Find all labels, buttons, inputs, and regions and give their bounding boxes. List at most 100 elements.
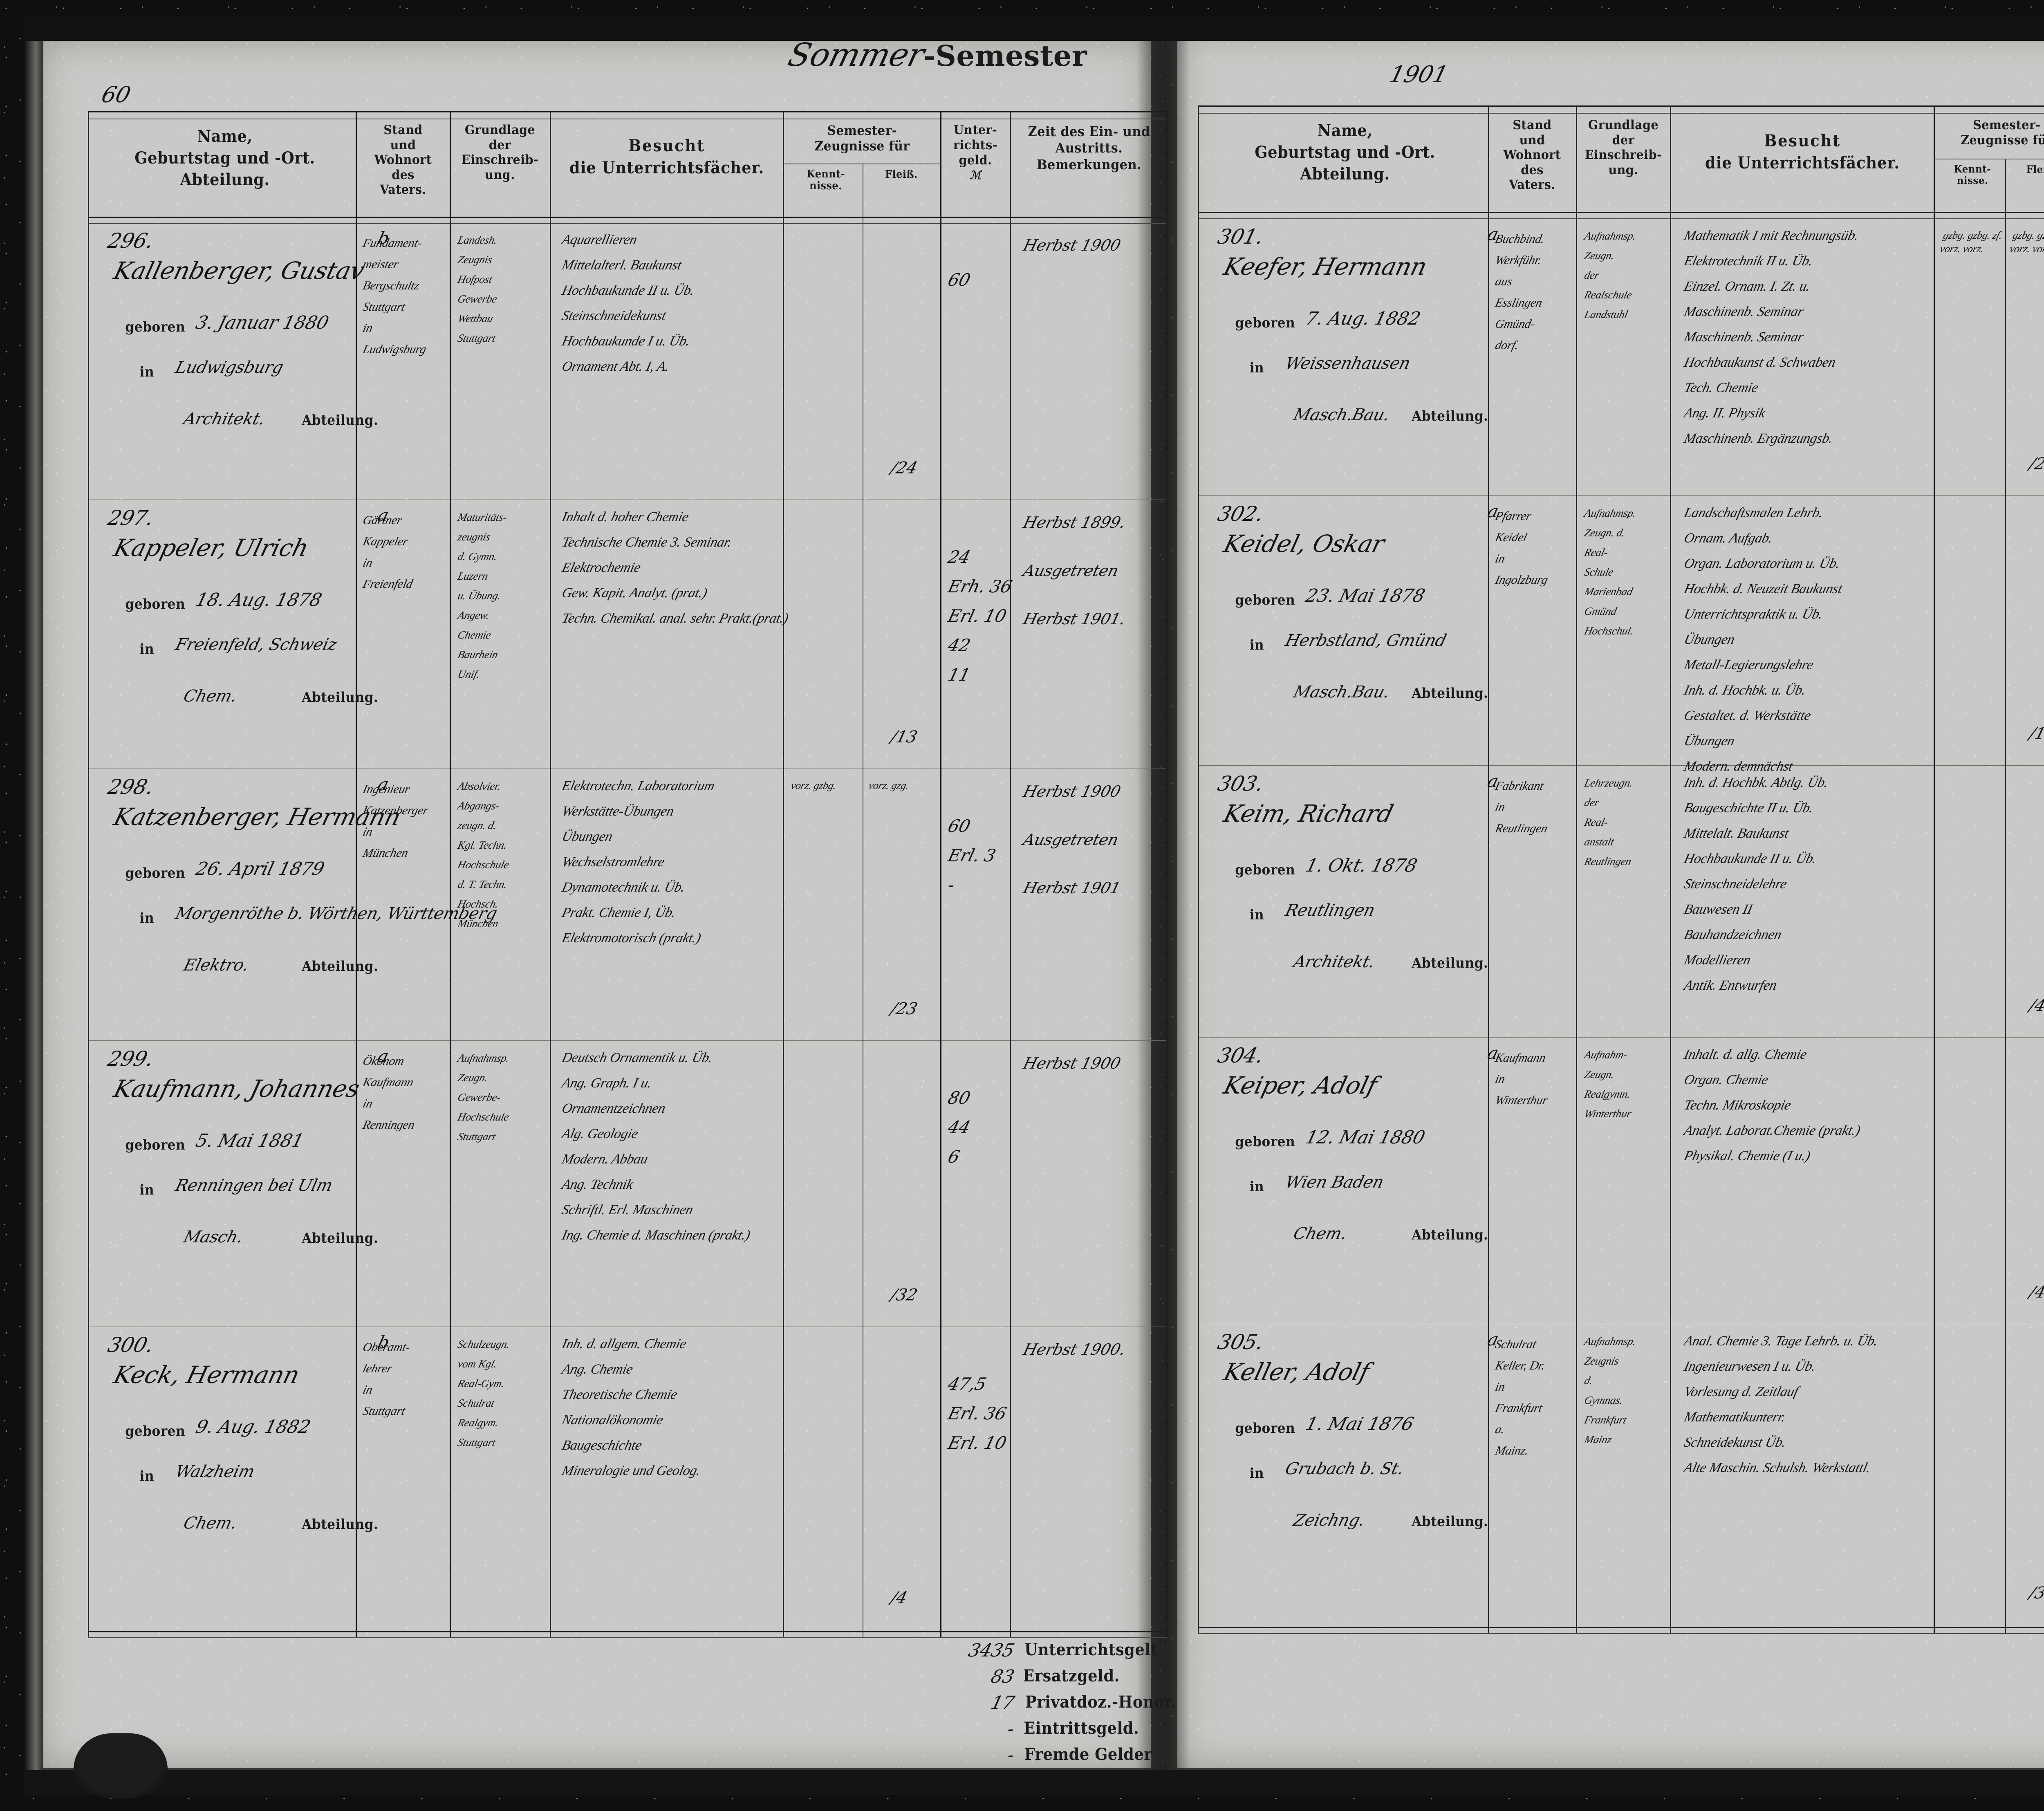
entry-number: 303.	[1215, 772, 1266, 796]
basis-line: Aufnahmsp.	[1583, 507, 1637, 519]
birth-date: 9. Aug. 1882	[193, 1417, 313, 1437]
basis-line: Gymnas.	[1583, 1394, 1624, 1406]
father-line: Katzenberger	[361, 804, 430, 817]
birth-date: 23. Mai 1878	[1303, 585, 1427, 606]
subject-line: Techn. Mikroskopie	[1682, 1098, 1793, 1113]
basis-line: Marienbad	[1583, 585, 1634, 598]
subject-line: Hochbaukunde I u. Üb.	[560, 334, 692, 349]
father-line: Ingenieur	[361, 782, 411, 796]
subject-line: Hochbaukunst d. Schwaben	[1682, 355, 1837, 370]
footer-total-value: -	[1005, 1745, 1017, 1766]
basis-line: Realschule	[1583, 289, 1634, 301]
subject-line: Gew. Kapit. Analyt. (prat.)	[560, 585, 709, 601]
label-geboren: geboren	[125, 596, 186, 612]
colheader-cert-knowledge: Kennt-nisse.	[806, 168, 845, 192]
subject-line: Steinschneidelehre	[1682, 876, 1788, 892]
subject-line: Aquarellieren	[560, 232, 639, 247]
label-abteilung: Abteilung.	[1412, 955, 1488, 971]
birth-date: 1. Mai 1876	[1303, 1414, 1416, 1434]
basis-line: Zeugnis	[1583, 1355, 1620, 1367]
colheader-fee: Unter- richts- geld. ℳ	[953, 123, 998, 182]
father-line: meister	[361, 258, 400, 271]
colheader-basis: Grundlage der Einschreib- ung.	[461, 123, 539, 182]
basis-line: u. Übung.	[456, 589, 502, 602]
father-line: Schulrat	[1494, 1338, 1538, 1351]
basis-line: Schulzeugn.	[456, 1338, 511, 1350]
basis-line: Unif.	[456, 668, 481, 680]
section-name: Masch.Bau.	[1291, 406, 1392, 424]
student-name: Kaufmann, Johannes	[111, 1075, 363, 1103]
entry-number: 301.	[1215, 225, 1266, 249]
subject-line: Bauhandzeichnen	[1682, 927, 1783, 942]
remark-line: Herbst 1901	[1021, 879, 1123, 897]
ledger-page-right	[1177, 31, 2044, 1768]
basis-line: Abgangs-	[456, 800, 501, 812]
student-name: Keim, Richard	[1221, 800, 1396, 827]
subject-line: Inh. d. Hochbk. u. Üb.	[1682, 683, 1807, 698]
father-line: Esslingen	[1494, 296, 1544, 309]
basis-line: Mainz	[1583, 1433, 1613, 1446]
section-name: Architekt.	[182, 410, 267, 428]
subject-line: Hochbk. d. Neuzeit Baukunst	[1682, 581, 1844, 596]
subject-line: Modern. demnächst	[1682, 759, 1795, 774]
remark-line: Herbst 1900	[1021, 1054, 1123, 1072]
father-line: Oberamt-	[361, 1340, 412, 1354]
subject-line: Werkstätte-Übungen	[560, 804, 676, 819]
basis-line: Angew.	[456, 609, 491, 621]
colheader-certificates: Semester- Zeugnisse für	[814, 123, 910, 154]
subject-line: Inhalt. d. allg. Chemie	[1682, 1047, 1809, 1062]
basis-line: Realgymn.	[1583, 1088, 1632, 1100]
label-abteilung: Abteilung.	[302, 1230, 379, 1246]
father-line: lehrer	[361, 1362, 394, 1375]
basis-line: Zeugn. d.	[1583, 527, 1627, 539]
colheader-remarks: Zeit des Ein- und Austritts. Bemerkungen…	[1028, 123, 1150, 173]
subject-line: Techn. Chemikal. anal. sehr. Prakt.(prat…	[560, 611, 790, 626]
label-geboren: geboren	[1235, 592, 1295, 608]
basis-line: Wettbau	[456, 312, 494, 325]
basis-line: Aufnahm-	[1583, 1049, 1629, 1061]
label-geboren: geboren	[1235, 315, 1295, 331]
colheader-cert-knowledge-right: Kennt-nisse.	[1954, 163, 1991, 186]
subject-line: Maschinenb. Ergänzungsb.	[1682, 431, 1835, 446]
basis-line: d. T. Techn.	[456, 878, 509, 890]
colheader-name-right: Name, Geburtstag und -Ort. Abteilung.	[1255, 121, 1435, 184]
title-printed-semester: -Semester	[923, 39, 1087, 73]
remark-line: Herbst 1900.	[1021, 1340, 1127, 1358]
basis-line: Absolvier.	[456, 780, 502, 792]
basis-line: Real-	[1583, 816, 1609, 828]
father-line: Keller, Dr.	[1494, 1359, 1546, 1372]
footer-total-label: Unterrichtsgelt	[1024, 1640, 1158, 1659]
subject-line: Prakt. Chemie I, Üb.	[560, 905, 677, 920]
father-line: Gärtner	[361, 513, 403, 527]
cert-knowledge-value: gzbg. gzbg. zf. vorz. vorz.	[1939, 229, 2004, 255]
birth-date: 26. April 1879	[193, 858, 327, 879]
basis-line: Hochschule	[456, 1111, 511, 1123]
basis-line: d. Gymn.	[456, 550, 499, 563]
subject-line: Metall-Legierungslehre	[1682, 657, 1815, 672]
basis-line: Schule	[1583, 566, 1615, 578]
subject-line: Schneidekunst Üb.	[1682, 1435, 1788, 1450]
subject-line: Technische Chemie 3. Seminar.	[560, 535, 733, 550]
entry-number: 297.	[105, 506, 156, 530]
basis-line: Landesh.	[456, 234, 499, 246]
father-line: Stuttgart	[361, 300, 407, 314]
colheader-subjects-right: Besucht die Unterrichtsfächer.	[1705, 131, 1900, 173]
father-line: Pfarrer	[1494, 509, 1533, 523]
basis-line: zeugn. d.	[456, 819, 498, 832]
basis-line: Realgym.	[456, 1417, 500, 1429]
section-name: Architekt.	[1291, 953, 1377, 971]
label-in: in	[1249, 360, 1264, 376]
subject-line: Maschinenb. Seminar	[1682, 304, 1805, 319]
subject-line: Gestaltet. d. Werkstätte	[1682, 708, 1813, 723]
basis-line: Zeugn.	[1583, 1068, 1616, 1080]
student-name: Keidel, Oskar	[1221, 530, 1387, 558]
label-in: in	[1249, 907, 1264, 923]
father-line: Werkführ.	[1494, 253, 1543, 267]
student-name: Katzenberger, Hermann	[111, 803, 404, 831]
fee-subtotal: /32	[889, 1286, 919, 1304]
subject-line: Übungen	[1682, 733, 1736, 749]
subject-line: Ang. Technik	[560, 1177, 635, 1192]
basis-line: Stuttgart	[456, 1130, 497, 1143]
subject-line: Modellieren	[1682, 953, 1752, 968]
father-line: Ingolzburg	[1494, 573, 1549, 587]
